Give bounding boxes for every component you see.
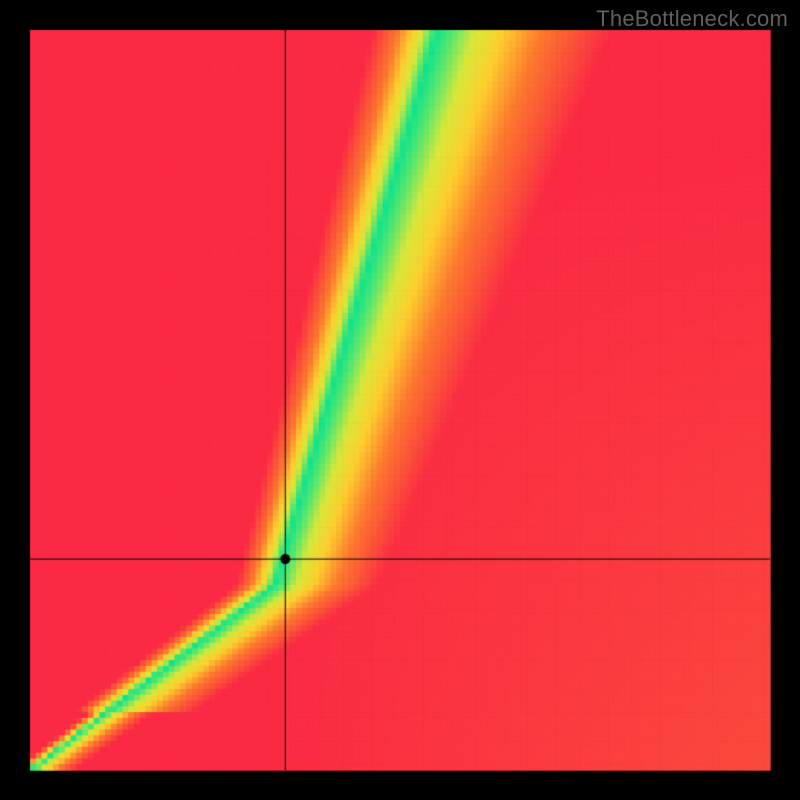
chart-container: TheBottleneck.com (0, 0, 800, 800)
bottleneck-heatmap (0, 0, 800, 800)
watermark-text: TheBottleneck.com (596, 6, 788, 32)
